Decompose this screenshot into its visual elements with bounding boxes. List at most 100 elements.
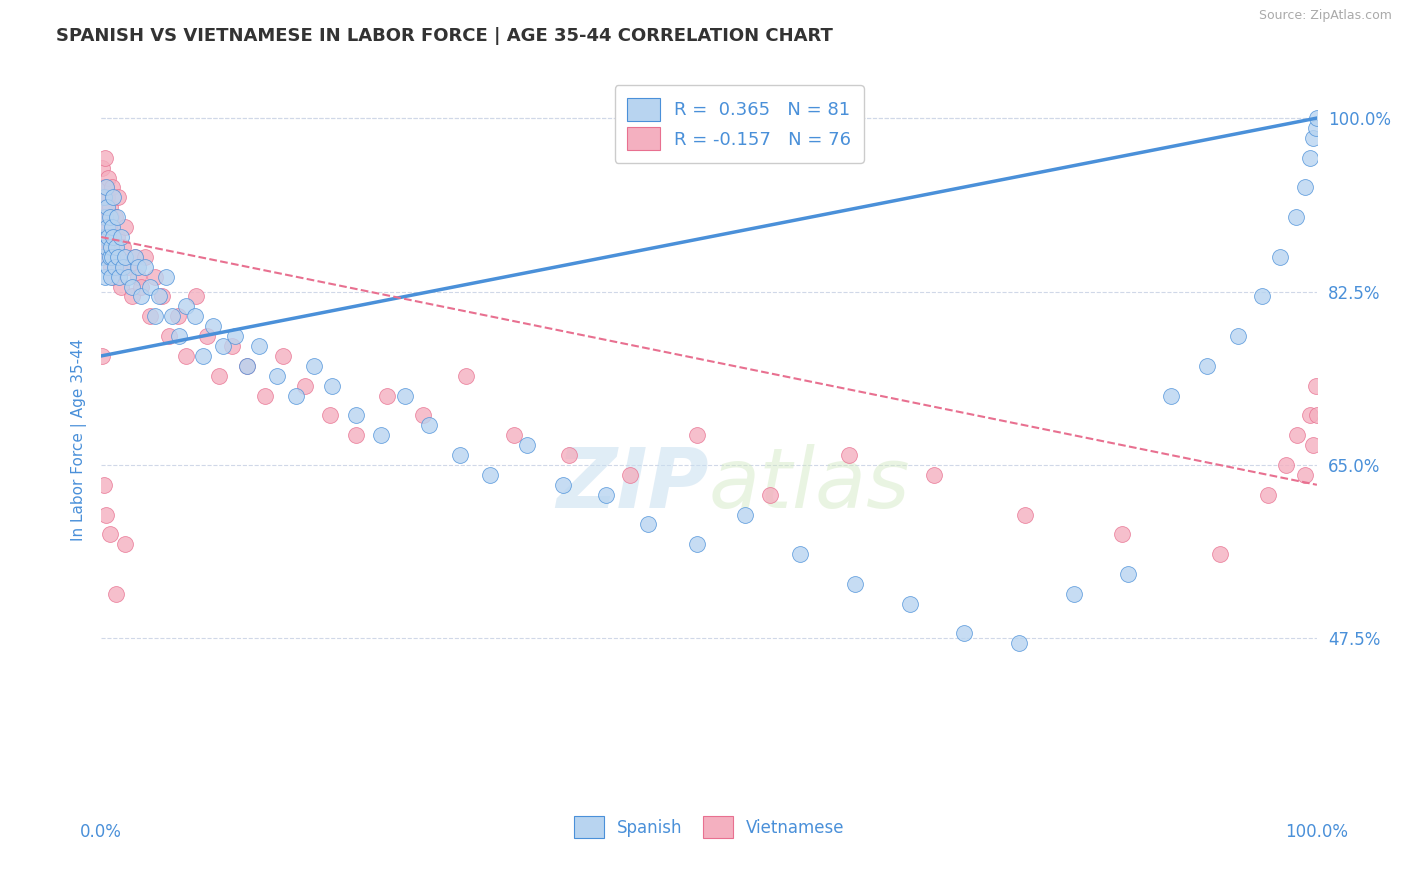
Point <box>686 428 709 442</box>
Point <box>1208 547 1230 561</box>
Point <box>124 250 146 264</box>
Point <box>134 260 156 274</box>
Point <box>318 409 340 423</box>
Point <box>108 269 131 284</box>
Point <box>1257 488 1279 502</box>
Point <box>236 359 259 373</box>
Point <box>98 210 121 224</box>
Point <box>108 260 131 274</box>
Point <box>96 190 118 204</box>
Point <box>103 190 125 204</box>
Point <box>346 409 368 423</box>
Point <box>1275 458 1298 472</box>
Point <box>114 537 136 551</box>
Point <box>91 161 114 175</box>
Point <box>139 279 162 293</box>
Point <box>174 299 197 313</box>
Point <box>321 378 343 392</box>
Point <box>686 537 709 551</box>
Point <box>247 339 270 353</box>
Point <box>160 310 183 324</box>
Point <box>105 230 128 244</box>
Point <box>93 190 115 204</box>
Point <box>91 349 114 363</box>
Point <box>93 230 115 244</box>
Point <box>1294 180 1316 194</box>
Point <box>94 210 117 224</box>
Point <box>96 220 118 235</box>
Point <box>111 240 134 254</box>
Point <box>211 339 233 353</box>
Point <box>134 250 156 264</box>
Point <box>1111 527 1133 541</box>
Point <box>637 517 659 532</box>
Point <box>1118 567 1140 582</box>
Point <box>236 359 259 373</box>
Point <box>94 269 117 284</box>
Point <box>103 260 125 274</box>
Text: ZIP: ZIP <box>557 444 709 525</box>
Point <box>479 467 502 482</box>
Point <box>167 329 190 343</box>
Point <box>273 349 295 363</box>
Point <box>121 279 143 293</box>
Point <box>221 339 243 353</box>
Point <box>789 547 811 561</box>
Point <box>157 329 180 343</box>
Point <box>759 488 782 502</box>
Point <box>619 467 641 482</box>
Point <box>104 250 127 264</box>
Point <box>1286 428 1309 442</box>
Point <box>110 279 132 293</box>
Point <box>174 349 197 363</box>
Point <box>1302 438 1324 452</box>
Point <box>103 210 125 224</box>
Point <box>193 349 215 363</box>
Point <box>111 260 134 274</box>
Point <box>1305 120 1327 135</box>
Point <box>201 319 224 334</box>
Point <box>96 200 118 214</box>
Point <box>98 240 121 254</box>
Point <box>195 329 218 343</box>
Point <box>94 151 117 165</box>
Point <box>124 250 146 264</box>
Point <box>129 289 152 303</box>
Point <box>734 508 756 522</box>
Point <box>104 240 127 254</box>
Point <box>844 577 866 591</box>
Point <box>103 230 125 244</box>
Point <box>1197 359 1219 373</box>
Point <box>143 269 166 284</box>
Point <box>98 200 121 214</box>
Point <box>454 368 477 383</box>
Point <box>114 250 136 264</box>
Point <box>100 240 122 254</box>
Point <box>1014 508 1036 522</box>
Point <box>1294 467 1316 482</box>
Y-axis label: In Labor Force | Age 35-44: In Labor Force | Age 35-44 <box>72 339 87 541</box>
Point <box>100 260 122 274</box>
Point <box>117 260 139 274</box>
Point <box>98 250 121 264</box>
Point <box>224 329 246 343</box>
Point <box>117 269 139 284</box>
Point <box>94 230 117 244</box>
Point <box>1305 378 1327 392</box>
Point <box>155 269 177 284</box>
Point <box>595 488 617 502</box>
Point <box>129 279 152 293</box>
Point <box>1306 111 1329 125</box>
Point <box>1306 409 1329 423</box>
Point <box>100 269 122 284</box>
Point <box>1251 289 1274 303</box>
Point <box>93 180 115 194</box>
Point <box>1298 409 1320 423</box>
Point <box>838 448 860 462</box>
Point <box>294 378 316 392</box>
Point <box>1008 636 1031 650</box>
Legend: Spanish, Vietnamese: Spanish, Vietnamese <box>567 810 851 845</box>
Point <box>370 428 392 442</box>
Point <box>107 190 129 204</box>
Point <box>1298 151 1320 165</box>
